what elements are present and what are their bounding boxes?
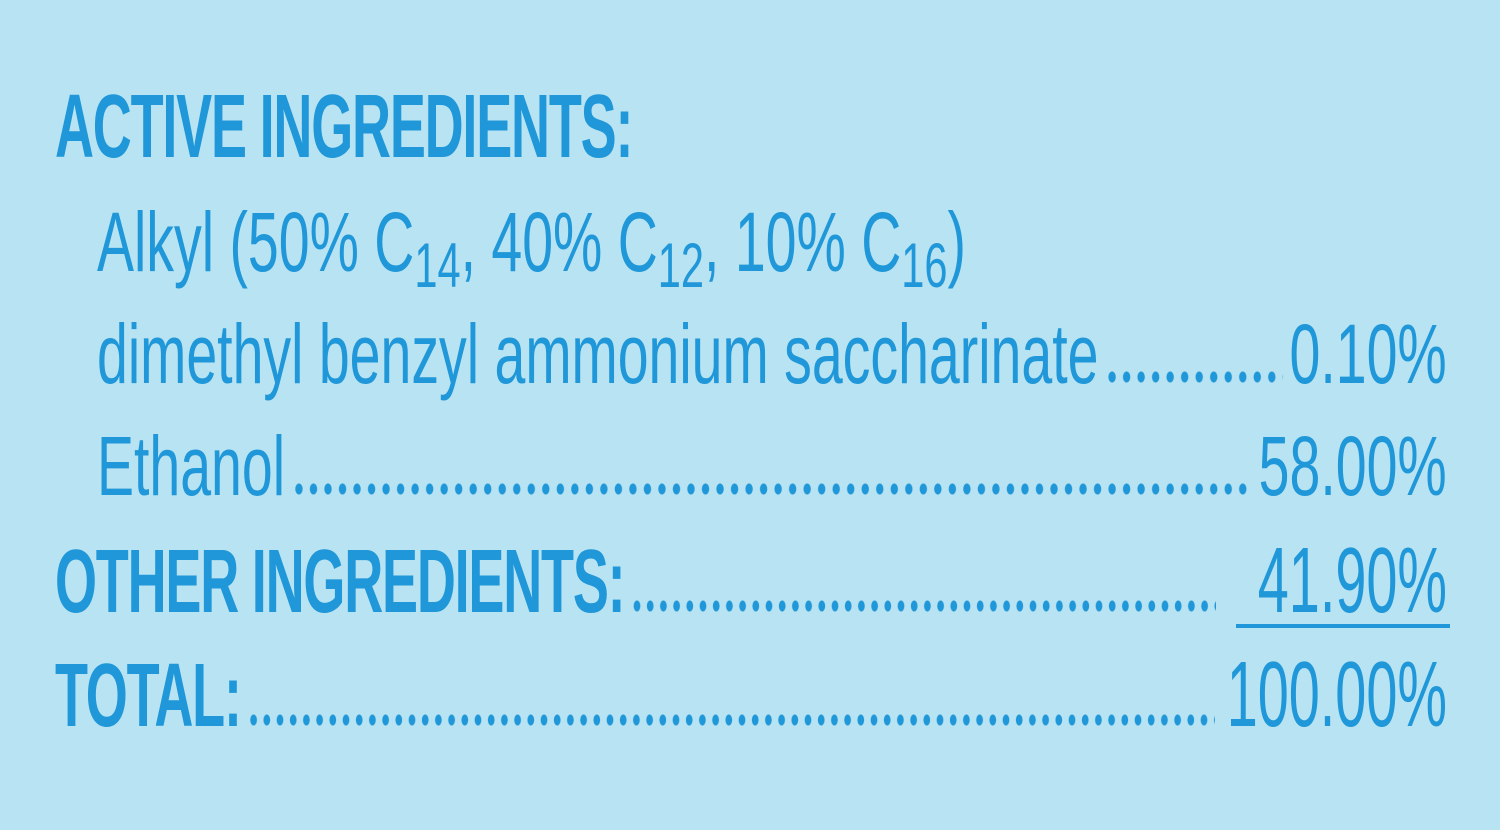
alkyl-text: Alkyl (50% C14, 40% C12, 10% C16) xyxy=(97,195,966,301)
active-ingredients-heading: ACTIVE INGREDIENTS: xyxy=(55,77,633,177)
total-label: TOTAL: xyxy=(55,646,242,746)
ingredient-row-ethanol: Ethanol 58.00% xyxy=(97,424,1447,508)
dot-leader xyxy=(1105,369,1283,383)
other-label: OTHER INGREDIENTS: xyxy=(55,532,626,632)
total-value: 100.00% xyxy=(1226,642,1447,746)
other-ingredients-row: OTHER INGREDIENTS: 41.90% xyxy=(55,528,1447,632)
dot-leader xyxy=(246,712,1215,726)
heading-text: ACTIVE INGREDIENTS: xyxy=(55,77,633,177)
total-row: TOTAL: 100.00% xyxy=(55,642,1447,746)
alkyl-line: Alkyl (50% C14, 40% C12, 10% C16) xyxy=(97,195,966,301)
sum-underline xyxy=(1236,624,1450,628)
ingredient-label: Ethanol xyxy=(97,419,286,513)
ingredient-value: 0.10% xyxy=(1289,307,1447,401)
dot-leader xyxy=(630,598,1216,612)
ingredient-row-benzyl: dimethyl benzyl ammonium saccharinate 0.… xyxy=(97,312,1447,396)
ingredient-value: 58.00% xyxy=(1258,419,1447,513)
dot-leader xyxy=(291,481,1253,495)
ingredient-label: dimethyl benzyl ammonium saccharinate xyxy=(97,307,1099,401)
other-value: 41.90% xyxy=(1257,528,1447,632)
